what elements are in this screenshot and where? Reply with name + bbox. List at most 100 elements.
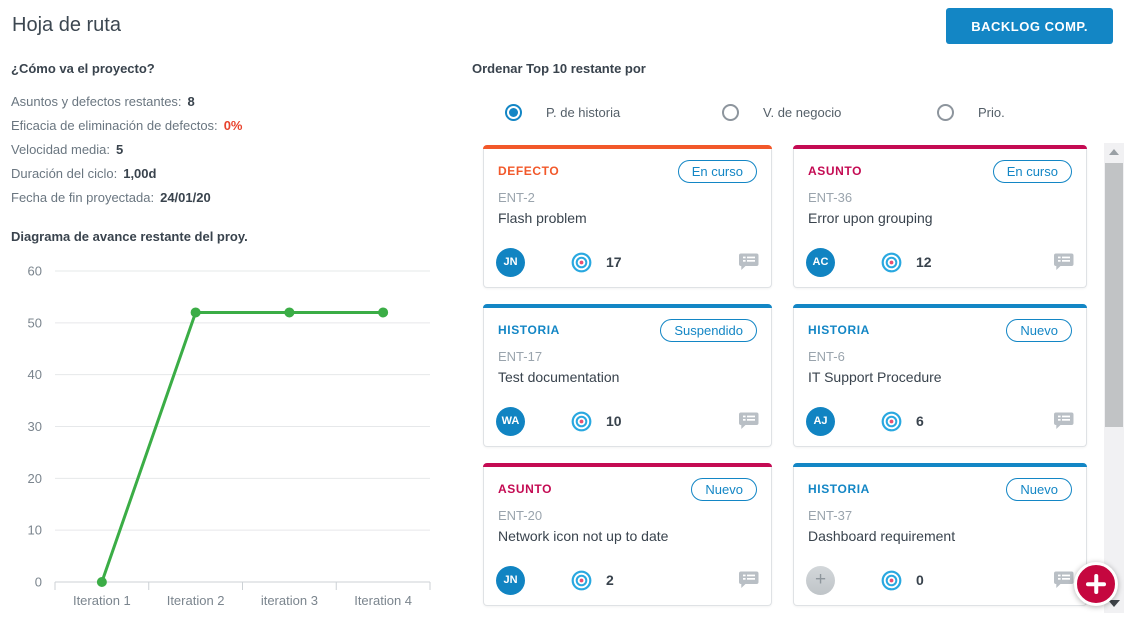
svg-text:Iteration 4: Iteration 4 (354, 593, 412, 608)
issue-title: Flash problem (498, 210, 587, 226)
story-points-value: 2 (606, 572, 614, 588)
stat-value: 24/01/20 (160, 190, 211, 205)
issue-id: ENT-2 (498, 190, 535, 205)
comment-icon[interactable] (1054, 412, 1074, 430)
story-points-value: 10 (606, 413, 622, 429)
issue-card[interactable]: ASUNTO Nuevo ENT-20 Network icon not up … (483, 463, 772, 606)
story-points-target-icon[interactable] (881, 411, 902, 432)
stat-value: 5 (116, 142, 124, 157)
assignee-avatar[interactable]: JN (496, 565, 525, 595)
add-item-fab-button[interactable] (1074, 562, 1118, 606)
svg-text:40: 40 (28, 367, 42, 382)
project-stats: Asuntos y defectos restantes: 8 Eficacia … (11, 94, 242, 214)
issue-id: ENT-6 (808, 349, 845, 364)
issue-card[interactable]: HISTORIA Nuevo ENT-37 Dashboard requirem… (793, 463, 1087, 606)
stat-average-velocity: Velocidad media: 5 (11, 142, 242, 166)
story-points-target-icon[interactable] (881, 570, 902, 591)
scroll-up-arrow-icon[interactable] (1104, 143, 1124, 161)
comment-icon[interactable] (1054, 571, 1074, 589)
status-badge[interactable]: En curso (992, 160, 1072, 183)
issue-id: ENT-20 (498, 508, 543, 523)
stat-defect-removal: Eficacia de eliminación de defectos: 0% (11, 118, 242, 142)
assignee-avatar-unassigned[interactable]: + (806, 565, 835, 595)
project-status-heading: ¿Cómo va el proyecto? (11, 61, 155, 76)
story-points-target-icon[interactable] (881, 252, 902, 273)
svg-text:iteration 3: iteration 3 (261, 593, 318, 608)
issue-type-label: HISTORIA (808, 482, 870, 496)
issue-type-label: DEFECTO (498, 164, 560, 178)
vertical-scrollbar[interactable] (1104, 143, 1124, 613)
assignee-avatar[interactable]: AC (806, 247, 835, 277)
svg-text:20: 20 (28, 471, 42, 486)
radio-label: Prio. (978, 105, 1005, 120)
card-accent-bar (483, 463, 772, 467)
status-badge[interactable]: Nuevo (691, 478, 757, 501)
card-accent-bar (793, 463, 1087, 467)
story-points-value: 12 (916, 254, 932, 270)
sort-options: P. de historia V. de negocio Prio. (472, 104, 1087, 124)
sort-option-business-value[interactable]: V. de negocio (722, 104, 841, 121)
issue-id: ENT-36 (808, 190, 853, 205)
radio-icon[interactable] (722, 104, 739, 121)
issue-type-label: ASUNTO (498, 482, 553, 496)
issue-id: ENT-17 (498, 349, 543, 364)
comment-icon[interactable] (739, 253, 759, 271)
story-points-target-icon[interactable] (571, 252, 592, 273)
stat-projected-end-date: Fecha de fin proyectada: 24/01/20 (11, 190, 242, 214)
radio-label: V. de negocio (763, 105, 842, 120)
issue-type-label: ASUNTO (808, 164, 863, 178)
story-points-target-icon[interactable] (571, 570, 592, 591)
stat-value: 1,00d (123, 166, 157, 181)
issue-card[interactable]: DEFECTO En curso ENT-2 Flash problem JN … (483, 145, 772, 288)
backlog-complete-button[interactable]: BACKLOG COMP. (946, 8, 1113, 44)
stat-cycle-time: Duración del ciclo: 1,00d (11, 166, 242, 190)
comment-icon[interactable] (739, 571, 759, 589)
stat-label: Duración del ciclo: (11, 166, 118, 181)
status-badge[interactable]: Suspendido (660, 319, 757, 342)
comment-icon[interactable] (739, 412, 759, 430)
sort-heading: Ordenar Top 10 restante por (472, 61, 646, 76)
status-badge[interactable]: En curso (677, 160, 757, 183)
stat-label: Velocidad media: (11, 142, 111, 157)
scrollbar-thumb[interactable] (1105, 163, 1123, 427)
comment-icon[interactable] (1054, 253, 1074, 271)
radio-icon[interactable] (937, 104, 954, 121)
story-points-value: 0 (916, 572, 924, 588)
radio-icon[interactable] (505, 104, 522, 121)
issue-title: Dashboard requirement (808, 528, 956, 544)
stat-label: Eficacia de eliminación de defectos: (11, 118, 218, 133)
story-points-target-icon[interactable] (571, 411, 592, 432)
issue-type-label: HISTORIA (498, 323, 560, 337)
burndown-chart-title: Diagrama de avance restante del proy. (11, 229, 248, 244)
card-accent-bar (793, 304, 1087, 308)
stat-remaining-issues: Asuntos y defectos restantes: 8 (11, 94, 242, 118)
issue-title: IT Support Procedure (808, 369, 942, 385)
svg-text:Iteration 1: Iteration 1 (73, 593, 131, 608)
assignee-avatar[interactable]: WA (496, 406, 525, 436)
radio-label: P. de historia (546, 105, 621, 120)
issue-type-label: HISTORIA (808, 323, 870, 337)
status-badge[interactable]: Nuevo (1006, 478, 1072, 501)
page-title: Hoja de ruta (12, 14, 121, 36)
svg-text:10: 10 (28, 523, 42, 538)
burndown-line-chart: 0 10 20 30 40 50 60 Iteration 1 Iteration 2 itera… (5, 250, 450, 616)
issue-title: Network icon not up to date (498, 528, 669, 544)
svg-text:30: 30 (28, 419, 42, 434)
story-points-value: 17 (606, 254, 622, 270)
issue-id: ENT-37 (808, 508, 853, 523)
stat-label: Asuntos y defectos restantes: (11, 94, 182, 109)
stat-label: Fecha de fin proyectada: (11, 190, 155, 205)
assignee-avatar[interactable]: AJ (806, 406, 835, 436)
issue-card[interactable]: ASUNTO En curso ENT-36 Error upon groupi… (793, 145, 1087, 288)
card-accent-bar (793, 145, 1087, 149)
issue-card[interactable]: HISTORIA Suspendido ENT-17 Test document… (483, 304, 772, 447)
stat-value: 8 (187, 94, 195, 109)
backlog-cards-grid: DEFECTO En curso ENT-2 Flash problem JN … (483, 145, 1087, 606)
assignee-avatar[interactable]: JN (496, 247, 525, 277)
issue-card[interactable]: HISTORIA Nuevo ENT-6 IT Support Procedur… (793, 304, 1087, 447)
sort-option-story-points[interactable]: P. de historia (505, 104, 620, 121)
status-badge[interactable]: Nuevo (1006, 319, 1072, 342)
card-accent-bar (483, 145, 772, 149)
card-accent-bar (483, 304, 772, 308)
sort-option-priority[interactable]: Prio. (937, 104, 1005, 121)
